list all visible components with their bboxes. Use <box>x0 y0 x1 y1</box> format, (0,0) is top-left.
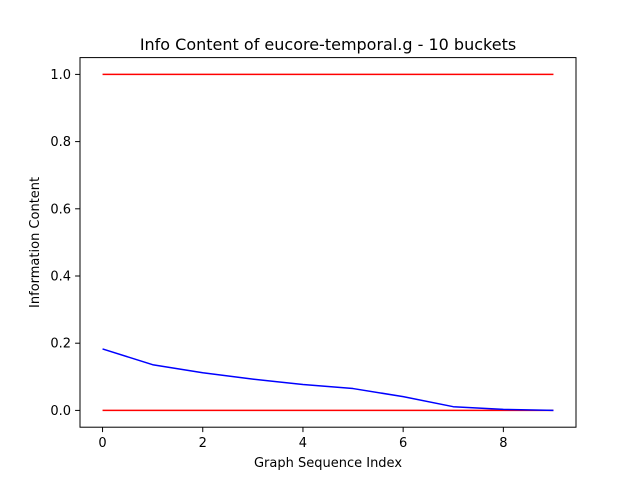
y-tick-label: 0.8 <box>50 135 71 150</box>
x-axis-label: Graph Sequence Index <box>254 456 402 471</box>
chart-title: Info Content of eucore-temporal.g - 10 b… <box>140 35 516 54</box>
y-axis-label: Information Content <box>28 177 43 308</box>
x-tick-label: 6 <box>399 436 407 451</box>
y-tick-label: 0.2 <box>50 337 71 352</box>
plot-frame <box>79 57 577 428</box>
y-tick-label: 0.0 <box>50 404 71 419</box>
y-tick-label: 1.0 <box>50 68 71 83</box>
ticks-layer: 0 2 4 6 8 0.0 0.2 0.4 0.6 0.8 1.0 <box>50 68 507 451</box>
series-line-2 <box>102 348 554 412</box>
series-layer <box>102 73 554 412</box>
x-tick-label: 4 <box>299 436 307 451</box>
x-tick-label: 0 <box>98 436 106 451</box>
y-tick-label: 0.4 <box>50 270 71 285</box>
x-tick-label: 8 <box>499 436 507 451</box>
x-tick-label: 2 <box>199 436 207 451</box>
y-tick-label: 0.6 <box>50 202 71 217</box>
